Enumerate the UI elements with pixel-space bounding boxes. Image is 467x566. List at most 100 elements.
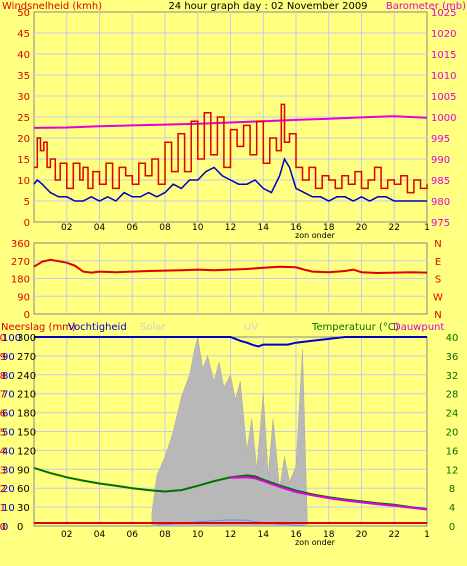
x-tick-label: 04	[94, 530, 106, 540]
y-tick-label: 50	[17, 8, 30, 19]
y-tick-label: 985	[431, 176, 450, 187]
temperature-axis-label: Temperatuur (°C)	[311, 322, 399, 333]
y-tick-label: 270	[17, 352, 36, 363]
barometer-axis: 975 980 985 990 995 1000 1005 1010 1015 1020 1025	[431, 8, 456, 229]
y-tick-label: 180	[11, 275, 30, 286]
y-tick-label: 45	[17, 29, 30, 40]
x-tick-label: 20	[356, 223, 368, 233]
y-tick-label: 40	[446, 333, 459, 344]
y-tick-label: W	[433, 292, 443, 303]
y-tick-label: 40	[2, 446, 15, 457]
temperature-axis: 0 4 8 12 16 20 24 28 32 36 40	[446, 333, 459, 533]
y-tick-label: 90	[2, 352, 15, 363]
x-tick-label: 06	[127, 530, 139, 540]
y-tick-label: 300	[17, 333, 36, 344]
wind-average-series	[33, 157, 427, 202]
y-tick-label: 360	[11, 239, 30, 250]
x-tick-label: 20	[356, 530, 368, 540]
y-tick-label: 270	[11, 257, 30, 268]
y-tick-label: 60	[2, 409, 15, 420]
wind-speed-axis: 0 5 10 15 20 25 30 35 40 45 50	[17, 8, 30, 229]
y-tick-label: 4	[0, 446, 6, 457]
y-tick-label: 2	[0, 484, 6, 495]
humidity-axis-label: Vochtigheid	[68, 322, 127, 333]
y-tick-label: 3	[0, 465, 6, 476]
y-tick-label: 28	[446, 390, 459, 401]
y-tick-label: N	[434, 310, 441, 321]
y-tick-label: 16	[446, 446, 459, 457]
solar-series	[151, 336, 308, 527]
y-tick-label: 4	[449, 503, 455, 514]
panel3-x-axis: 02 04 06 08 10 12 14 16 18 20 22 1	[61, 530, 430, 540]
barometer-axis-label: Barometer (mb)	[386, 1, 466, 12]
x-tick-label: 10	[192, 223, 204, 233]
uv-axis-label: UV	[244, 322, 258, 333]
solar-axis: 0 30 60 90 120 150 180 210 240 270 300	[17, 333, 36, 533]
y-tick-label: S	[435, 275, 441, 286]
y-tick-label: 80	[2, 371, 15, 382]
y-tick-label: 120	[17, 446, 36, 457]
wind-direction-series	[33, 258, 428, 275]
y-tick-label: 0	[17, 522, 23, 533]
x-tick-label: 16	[290, 530, 302, 540]
sunset-label-panel1: zon onder	[295, 231, 336, 240]
y-tick-label: 24	[446, 409, 459, 420]
y-tick-label: 240	[17, 371, 36, 382]
y-tick-label: 60	[17, 484, 30, 495]
panel2-series	[33, 258, 428, 275]
x-tick-label: 18	[323, 530, 335, 540]
y-tick-label: 10	[17, 176, 30, 187]
x-tick-label: 18	[323, 223, 335, 233]
y-tick-label: 0	[24, 310, 30, 321]
y-tick-label: 980	[431, 197, 450, 208]
barometer-series	[33, 115, 428, 129]
x-tick-label: 10	[192, 530, 204, 540]
y-tick-label: 40	[17, 50, 30, 61]
y-tick-label: 5	[0, 428, 6, 439]
y-tick-label: 50	[2, 428, 15, 439]
y-tick-label: 8	[0, 371, 6, 382]
y-tick-label: 10	[0, 333, 6, 344]
rain-axis: 0 1 2 3 4 5 6 7 8 9 10	[0, 333, 6, 533]
y-tick-label: 8	[449, 484, 455, 495]
sunset-label-panel3: zon onder	[295, 538, 336, 547]
panel3-series	[33, 336, 428, 527]
y-tick-label: 995	[431, 134, 450, 145]
x-tick-label: 14	[258, 530, 270, 540]
y-tick-label: 1020	[431, 29, 456, 40]
y-tick-label: 210	[17, 390, 36, 401]
y-tick-label: 36	[446, 352, 459, 363]
panel1-x-axis: 02 04 06 08 10 12 14 16 18 20 22 1	[61, 223, 430, 233]
y-tick-label: 150	[17, 428, 36, 439]
y-tick-label: E	[435, 257, 441, 268]
y-tick-label: 90	[17, 292, 30, 303]
x-tick-label: 22	[389, 530, 400, 540]
x-tick-label: 1	[424, 530, 430, 540]
y-tick-label: 5	[24, 197, 30, 208]
x-tick-label: 1	[424, 223, 430, 233]
solar-axis-label: Solar	[140, 322, 166, 333]
y-tick-label: 7	[0, 390, 6, 401]
humidity-series	[34, 336, 427, 348]
y-tick-label: 30	[2, 465, 15, 476]
y-tick-label: 0	[24, 218, 30, 229]
y-tick-label: 30	[17, 503, 30, 514]
x-tick-label: 08	[159, 223, 171, 233]
y-tick-label: 12	[446, 465, 459, 476]
y-tick-label: 1025	[431, 8, 456, 19]
graph-title: 24 hour graph day : 02 November 2009	[168, 1, 367, 12]
y-tick-label: 10	[2, 503, 15, 514]
wind-gust-series	[34, 103, 428, 194]
rain-axis-label: Neerslag (mm)	[1, 322, 76, 333]
y-tick-label: 20	[446, 428, 459, 439]
x-tick-label: 22	[389, 223, 400, 233]
x-tick-label: 04	[94, 223, 106, 233]
x-tick-label: 02	[61, 223, 72, 233]
y-tick-label: 0	[0, 522, 6, 533]
direction-degrees-axis: 0 90 180 270 360	[11, 239, 30, 321]
y-tick-label: 975	[431, 218, 450, 229]
